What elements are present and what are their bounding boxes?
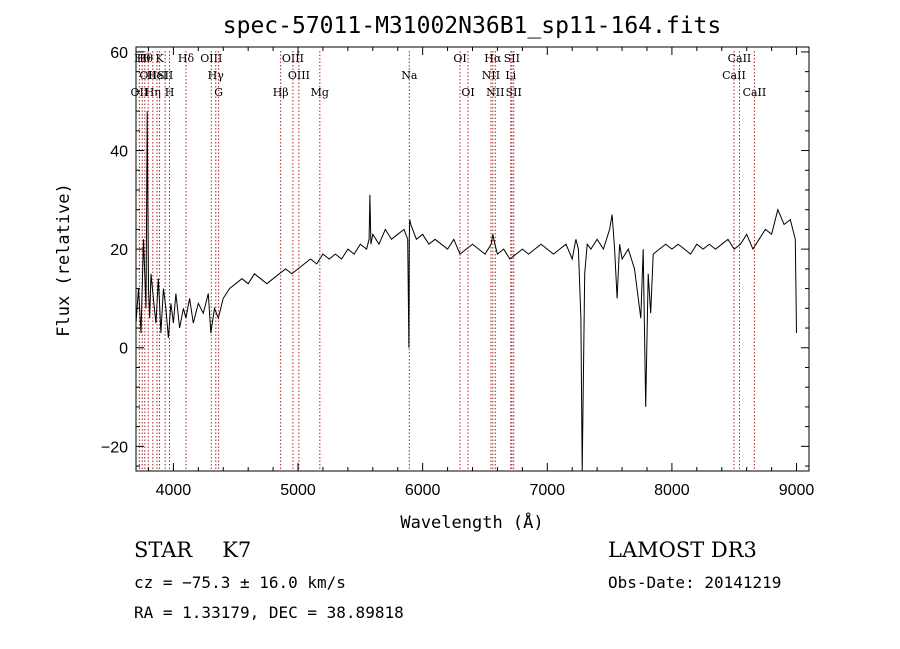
line-marker-label: Mg [311,86,329,99]
line-marker-label: OI [461,86,474,99]
line-marker-label: Hθ [134,52,151,65]
x-axis-ticks: 4000 5000 6000 7000 8000 9000 [147,47,815,499]
plot-frame [135,46,810,472]
line-marker-label: Hγ [208,69,225,82]
chart-title: spec-57011-M31002N36B1_sp11-164.fits [223,13,722,39]
x-tick-label: 6000 [405,482,441,499]
x-tick-label: 7000 [529,482,565,499]
y-axis-label: Flux (relative) [54,183,74,337]
line-marker-label: H [165,86,175,99]
survey-name: LAMOST DR3 [608,538,757,562]
x-tick-label: 9000 [779,482,815,499]
line-marker-label: OIII [288,69,310,82]
x-tick-label: 8000 [654,482,690,499]
line-marker-label: Na [401,69,418,82]
subclass-text: K7 [222,538,252,562]
line-marker-label: Li [505,69,516,82]
y-tick-label: 60 [110,45,128,62]
class-text: STAR [134,538,193,562]
line-marker-label: HeI [147,69,167,82]
line-marker-label: NII [482,69,500,82]
line-marker-label: Hβ [273,86,289,99]
line-marker-label: OIII [200,52,222,65]
y-tick-label: 40 [110,144,128,161]
redshift-cz: cz = −75.3 ± 16.0 km/s [134,573,346,592]
line-marker-label: NII [486,86,504,99]
line-marker-label: K [155,52,164,65]
emission-line-markers [138,51,755,471]
x-tick-label: 4000 [156,482,192,499]
line-marker-label: SII [506,86,522,99]
line-marker-label: Hη [145,86,161,99]
line-marker-label: SII [504,52,520,65]
observation-date: Obs-Date: 20141219 [608,573,782,592]
object-class: STAR K7 [134,538,251,562]
line-marker-label: Hα [484,52,502,65]
line-marker-label: OI [453,52,466,65]
line-marker-label: CaII [728,52,752,65]
line-marker-label: CaII [743,86,767,99]
spectrum-line [135,111,797,472]
line-marker-label: Hδ [178,52,195,65]
y-tick-label: 0 [119,341,128,358]
line-marker-label: CaII [722,69,746,82]
x-axis-label: Wavelength (Å) [400,511,543,533]
line-marker-label: OIII [282,52,304,65]
spectrum-chart: spec-57011-M31002N36B1_sp11-164.fits OII… [54,13,815,533]
coordinates: RA = 1.33179, DEC = 38.89818 [134,603,404,622]
y-tick-label: −20 [101,439,128,456]
line-marker-label: Hθ [137,52,154,65]
y-tick-label: 20 [110,242,128,259]
line-marker-label: OII [131,86,149,99]
line-marker-label: SII [157,69,173,82]
y-axis-ticks: −20 0 20 40 60 [101,45,809,467]
line-marker-label: OII [139,69,157,82]
x-tick-label: 5000 [280,482,316,499]
line-marker-label: G [214,86,223,99]
